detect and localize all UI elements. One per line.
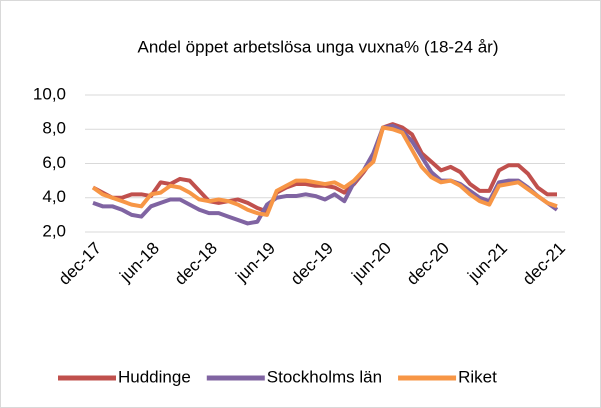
chart-title: Andel öppet arbetslösa unga vuxna% (18-2… xyxy=(137,37,498,56)
legend-label: Stockholms län xyxy=(267,367,382,386)
line-series xyxy=(92,123,559,226)
y-tick-label: 10,0 xyxy=(33,84,66,103)
y-tick-label: 4,0 xyxy=(42,187,66,206)
y-tick-label: 2,0 xyxy=(42,221,66,240)
legend-label: Huddinge xyxy=(118,367,191,386)
legend-label: Riket xyxy=(458,367,497,386)
line-series xyxy=(91,125,558,217)
y-tick-label: 6,0 xyxy=(42,153,66,172)
y-tick-label: 8,0 xyxy=(42,119,66,138)
